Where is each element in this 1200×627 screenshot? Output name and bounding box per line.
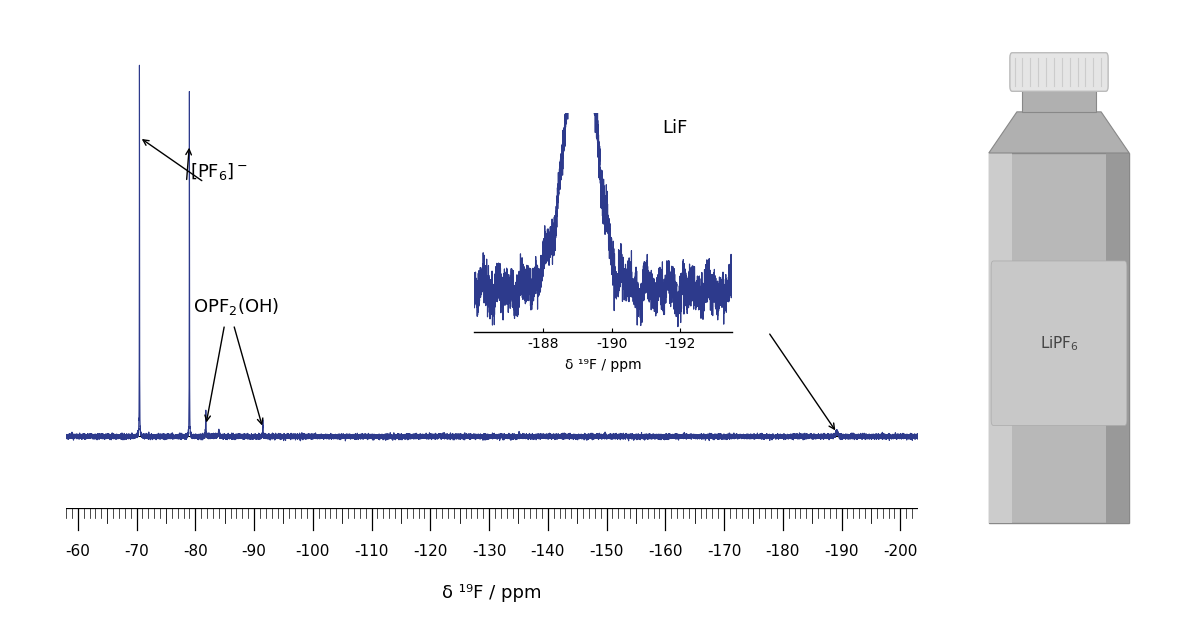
Polygon shape (989, 153, 1129, 523)
Text: -120: -120 (413, 544, 448, 559)
FancyBboxPatch shape (991, 261, 1127, 426)
Text: OPF$_2$(OH): OPF$_2$(OH) (193, 296, 280, 317)
Text: -80: -80 (182, 544, 208, 559)
Text: LiPF$_6$: LiPF$_6$ (1039, 334, 1079, 352)
Polygon shape (1106, 153, 1129, 523)
X-axis label: δ ¹⁹F / ppm: δ ¹⁹F / ppm (565, 358, 641, 372)
FancyBboxPatch shape (1021, 81, 1097, 112)
FancyBboxPatch shape (1010, 53, 1108, 92)
Text: -100: -100 (295, 544, 330, 559)
Text: -110: -110 (354, 544, 389, 559)
Text: -150: -150 (589, 544, 624, 559)
Text: LiF: LiF (662, 119, 688, 137)
Polygon shape (989, 112, 1129, 153)
Text: δ ¹⁹F / ppm: δ ¹⁹F / ppm (443, 584, 541, 602)
Text: -160: -160 (648, 544, 683, 559)
Text: -130: -130 (472, 544, 506, 559)
Text: [PF$_6$]$^-$: [PF$_6$]$^-$ (190, 161, 247, 182)
Text: -90: -90 (241, 544, 266, 559)
Text: -170: -170 (707, 544, 742, 559)
Text: -140: -140 (530, 544, 565, 559)
Text: -200: -200 (883, 544, 918, 559)
Text: -60: -60 (65, 544, 90, 559)
Polygon shape (989, 153, 1013, 523)
Text: -190: -190 (824, 544, 859, 559)
Text: -180: -180 (766, 544, 800, 559)
Text: -70: -70 (124, 544, 149, 559)
